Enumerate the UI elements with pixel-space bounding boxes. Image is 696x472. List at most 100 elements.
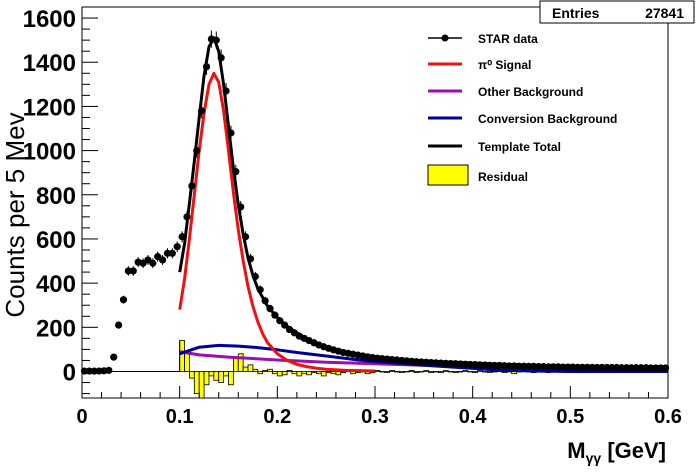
data-point bbox=[168, 249, 176, 257]
residual-bar bbox=[257, 371, 264, 375]
x-tick-label: 0.4 bbox=[459, 406, 488, 428]
residual-bar bbox=[208, 371, 215, 377]
stats-box: Entries 27841 bbox=[539, 0, 695, 24]
residual-bar bbox=[335, 371, 342, 376]
x-axis-title-sub: γγ bbox=[586, 450, 602, 466]
data-point bbox=[256, 286, 264, 294]
residual-bar bbox=[491, 371, 498, 373]
data-point bbox=[202, 63, 211, 71]
residual-bar bbox=[311, 371, 317, 373]
residual-bar bbox=[457, 371, 464, 373]
y-axis-title: Counts per 5 Mev bbox=[0, 112, 30, 317]
residual-bar bbox=[281, 371, 288, 376]
x-axis-title-main: M bbox=[567, 438, 585, 463]
legend-label: π⁰ Signal bbox=[478, 58, 531, 72]
data-point bbox=[232, 167, 240, 176]
residual-bar bbox=[374, 369, 381, 372]
data-point bbox=[193, 146, 201, 155]
y-tick-label: 0 bbox=[63, 359, 76, 386]
x-tick-label: 0 bbox=[76, 406, 87, 428]
residual-bar bbox=[291, 371, 298, 375]
data-point bbox=[173, 243, 181, 251]
residual-bar bbox=[179, 340, 185, 372]
axes: 0 0.1 0.2 0.3 0.4 0.5 0.6 0 200 400 600 800 1000 1200… bbox=[23, 6, 682, 428]
residual-bar bbox=[477, 369, 483, 372]
y-tick-label: 1400 bbox=[23, 50, 76, 77]
data-point bbox=[183, 213, 191, 221]
legend-item-other-background: Other Background bbox=[428, 85, 583, 99]
legend-label: Other Background bbox=[478, 85, 583, 99]
residual-bar bbox=[213, 371, 220, 381]
legend-label: Residual bbox=[478, 170, 528, 184]
x-tick-label: 0.6 bbox=[654, 406, 682, 428]
legend-label: Conversion Background bbox=[478, 112, 617, 126]
residual-bar bbox=[252, 368, 259, 372]
y-tick-label: 200 bbox=[36, 315, 76, 342]
residual-bar bbox=[198, 371, 205, 399]
data-point bbox=[119, 296, 128, 304]
x-tick-label: 0.1 bbox=[166, 406, 194, 428]
legend-item-star-data: STAR data bbox=[428, 32, 538, 46]
y-tick-label: 800 bbox=[36, 183, 76, 210]
data-point bbox=[217, 54, 225, 62]
residual-bar bbox=[399, 371, 405, 373]
data-point bbox=[276, 317, 284, 325]
residual-bar bbox=[467, 371, 474, 373]
data-point bbox=[198, 107, 206, 115]
residual-bar bbox=[203, 371, 210, 386]
conversion-background-curve bbox=[179, 343, 668, 373]
y-tick-label: 1200 bbox=[23, 94, 76, 121]
x-tick-label: 0.2 bbox=[263, 406, 291, 428]
residual-bar bbox=[286, 369, 293, 372]
legend-item-template-total: Template Total bbox=[428, 140, 561, 154]
legend-item-residual: Residual bbox=[427, 164, 528, 186]
residual-bar bbox=[408, 369, 415, 372]
data-point bbox=[115, 321, 123, 329]
data-point bbox=[188, 182, 196, 190]
residual-bar bbox=[218, 371, 225, 383]
pi0-signal-curve bbox=[178, 71, 376, 373]
residual-bar bbox=[442, 369, 449, 372]
residual-bar bbox=[237, 353, 244, 372]
stats-label: Entries bbox=[552, 5, 600, 21]
residual-bar bbox=[433, 371, 439, 373]
residual-bar bbox=[189, 371, 195, 379]
data-point bbox=[251, 272, 259, 281]
data-point bbox=[149, 259, 157, 267]
legend: STAR data π⁰ Signal Other Background Con… bbox=[419, 23, 651, 195]
data-point bbox=[227, 129, 235, 137]
data-point bbox=[281, 321, 289, 329]
residual-bar bbox=[325, 371, 332, 373]
data-point bbox=[237, 203, 245, 211]
legend-label: STAR data bbox=[478, 32, 538, 46]
residual-bar bbox=[267, 368, 273, 372]
residual-bar bbox=[413, 371, 420, 373]
data-point bbox=[129, 267, 137, 275]
x-axis-title-unit: [GeV] bbox=[601, 438, 666, 463]
residual-bar bbox=[276, 371, 283, 377]
data-point bbox=[212, 36, 220, 44]
y-tick-label: 600 bbox=[36, 227, 76, 254]
residual-bar bbox=[486, 371, 493, 373]
residual-bar bbox=[232, 357, 239, 372]
data-point bbox=[222, 87, 230, 95]
residual-bar bbox=[228, 371, 234, 386]
legend-label: Template Total bbox=[478, 140, 561, 154]
data-point bbox=[661, 364, 670, 372]
residual-bar bbox=[223, 371, 229, 377]
residual-bar bbox=[462, 369, 469, 372]
y-tick-label: 400 bbox=[36, 271, 76, 298]
residual-bar bbox=[389, 369, 395, 372]
data-point bbox=[158, 256, 167, 264]
data-point bbox=[261, 297, 269, 305]
residual-bar bbox=[418, 371, 425, 373]
data-point bbox=[241, 233, 250, 241]
data-point bbox=[246, 255, 255, 263]
residual-bar bbox=[262, 369, 268, 372]
legend-item-pi0-signal: π⁰ Signal bbox=[428, 58, 531, 72]
residual-bar bbox=[193, 371, 200, 394]
legend-item-conversion-background: Conversion Background bbox=[428, 112, 617, 126]
residual-bar bbox=[438, 371, 444, 373]
x-tick-label: 0.5 bbox=[556, 406, 584, 428]
